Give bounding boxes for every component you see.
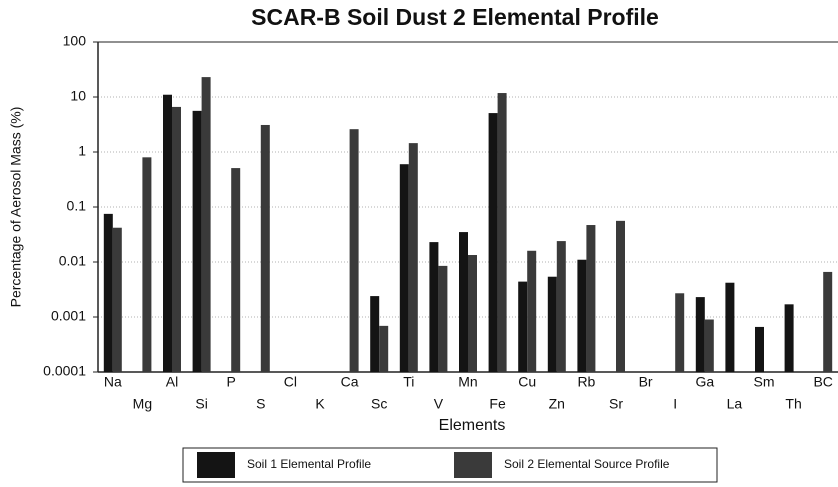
legend-swatch: [454, 452, 492, 478]
bar: [142, 157, 152, 372]
bar: [459, 232, 468, 372]
y-tick-label: 0.01: [59, 253, 86, 269]
x-tick-label: Fe: [489, 396, 506, 412]
bar: [429, 242, 439, 372]
bar: [231, 168, 241, 372]
x-tick-label: Th: [785, 396, 801, 412]
bar: [497, 93, 507, 373]
legend-label: Soil 2 Elemental Source Profile: [504, 457, 670, 471]
x-tick-label: Na: [104, 374, 122, 390]
bar: [260, 124, 270, 373]
bar: [755, 326, 764, 372]
x-tick-label: P: [227, 374, 236, 390]
bar: [438, 265, 448, 372]
bar: [527, 250, 537, 372]
bar: [586, 225, 596, 372]
x-tick-label: Sr: [609, 396, 623, 412]
y-axis-label: Percentage of Aerosol Mass (%): [8, 107, 24, 308]
y-tick-label: 0.0001: [43, 363, 86, 379]
bar: [823, 271, 833, 372]
bar: [349, 129, 359, 372]
y-tick-label: 0.1: [67, 198, 87, 214]
x-tick-label: I: [673, 396, 677, 412]
bar: [577, 259, 587, 372]
x-tick-label: Si: [195, 396, 207, 412]
legend-swatch: [197, 452, 235, 478]
x-tick-label: Mn: [458, 374, 477, 390]
x-tick-label: Zn: [549, 396, 565, 412]
y-tick-label: 10: [70, 88, 86, 104]
x-tick-label: BC: [813, 374, 832, 390]
bar: [408, 143, 418, 372]
bar: [704, 319, 714, 372]
x-axis-label: Elements: [439, 417, 506, 434]
x-tick-label: Al: [166, 374, 178, 390]
y-tick-label: 0.001: [51, 308, 86, 324]
bar: [103, 213, 113, 372]
bar: [675, 293, 685, 372]
bar: [163, 94, 172, 373]
x-tick-label: La: [727, 396, 743, 412]
bar: [556, 241, 566, 372]
legend-box: [182, 447, 718, 483]
x-tick-label: Ca: [341, 374, 359, 390]
bar: [468, 255, 477, 372]
bar: [112, 227, 122, 372]
bar: [192, 110, 202, 372]
bar: [784, 304, 794, 372]
bar: [725, 282, 735, 372]
x-tick-label: Cl: [284, 374, 297, 390]
x-tick-label: Br: [639, 374, 653, 390]
legend-label: Soil 1 Elemental Profile: [247, 457, 371, 471]
y-tick-label: 100: [63, 33, 87, 49]
bar: [172, 106, 181, 373]
x-tick-label: K: [315, 396, 325, 412]
x-tick-label: Cu: [518, 374, 536, 390]
x-tick-label: Mg: [133, 396, 152, 412]
bar: [488, 113, 498, 372]
bar: [695, 297, 705, 372]
x-tick-label: V: [434, 396, 444, 412]
bar: [616, 220, 625, 372]
bar: [370, 296, 380, 372]
x-tick-label: Ti: [403, 374, 414, 390]
bar: [518, 281, 528, 372]
bar: [379, 325, 389, 372]
x-tick-label: Sm: [754, 374, 775, 390]
bar: [399, 164, 409, 372]
bar: [201, 77, 211, 372]
x-tick-label: Sc: [371, 396, 387, 412]
x-tick-label: Rb: [577, 374, 595, 390]
x-tick-label: S: [256, 396, 265, 412]
y-tick-label: 1: [78, 143, 86, 159]
x-tick-label: Ga: [695, 374, 714, 390]
chart-title: SCAR-B Soil Dust 2 Elemental Profile: [251, 4, 659, 30]
bar: [547, 276, 557, 372]
